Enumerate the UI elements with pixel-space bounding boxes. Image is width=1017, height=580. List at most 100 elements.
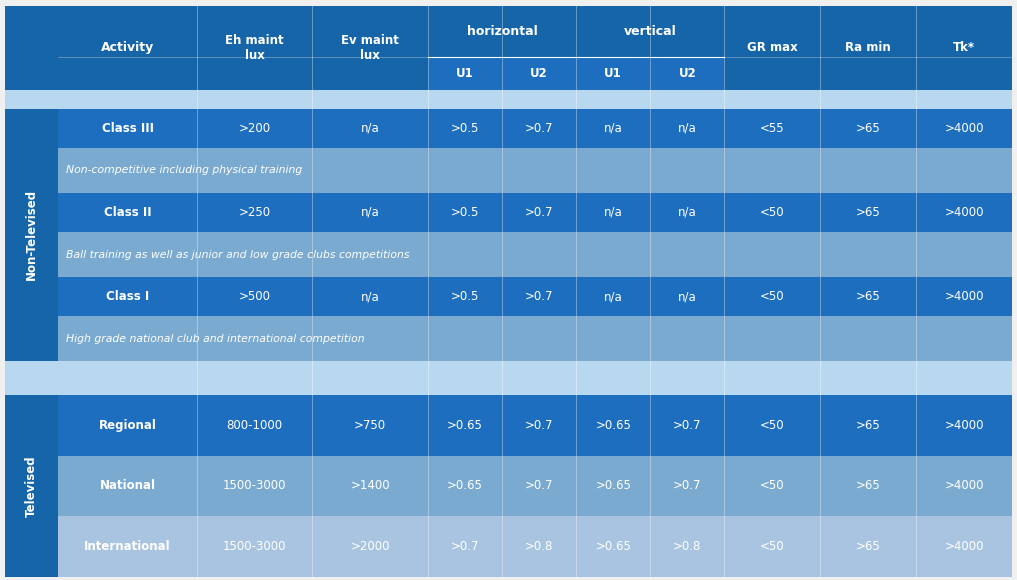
Bar <box>502 232 577 277</box>
Bar <box>821 232 916 277</box>
Text: Class I: Class I <box>106 290 149 303</box>
Bar <box>724 316 821 361</box>
Text: <50: <50 <box>760 290 785 303</box>
Text: <55: <55 <box>760 122 785 135</box>
Text: <50: <50 <box>760 480 785 492</box>
Bar <box>197 193 312 232</box>
Text: Ev maint
lux: Ev maint lux <box>341 34 399 62</box>
Bar <box>821 395 916 455</box>
Bar <box>58 395 197 455</box>
Text: n/a: n/a <box>604 206 622 219</box>
Bar <box>5 108 58 361</box>
Bar <box>821 108 916 148</box>
Bar <box>577 108 650 148</box>
Bar <box>577 232 650 277</box>
Text: >0.7: >0.7 <box>673 419 702 432</box>
Bar <box>58 148 197 193</box>
Text: Non-competitive including physical training: Non-competitive including physical train… <box>66 165 302 175</box>
Text: U1: U1 <box>456 67 474 80</box>
Bar <box>821 455 916 516</box>
Bar <box>577 316 650 361</box>
Bar <box>58 455 197 516</box>
Text: vertical: vertical <box>624 25 676 38</box>
Bar <box>5 378 1012 395</box>
Text: >0.65: >0.65 <box>446 480 483 492</box>
Bar <box>502 57 577 90</box>
Bar <box>312 316 428 361</box>
Text: >4000: >4000 <box>944 206 983 219</box>
Text: Eh maint
lux: Eh maint lux <box>226 34 284 62</box>
Text: Tk*: Tk* <box>953 41 975 55</box>
Bar <box>724 277 821 316</box>
Bar <box>577 193 650 232</box>
Text: <50: <50 <box>760 540 785 553</box>
Bar <box>312 148 428 193</box>
Text: >200: >200 <box>239 122 271 135</box>
Bar <box>197 148 312 193</box>
Bar <box>428 193 502 232</box>
Bar <box>197 395 312 455</box>
Bar <box>577 57 650 90</box>
Bar <box>312 516 428 577</box>
Bar <box>821 277 916 316</box>
Bar <box>724 455 821 516</box>
Text: >750: >750 <box>354 419 386 432</box>
Bar <box>312 232 428 277</box>
Text: <50: <50 <box>760 419 785 432</box>
Text: >0.8: >0.8 <box>673 540 702 553</box>
Bar <box>650 232 724 277</box>
Bar <box>650 148 724 193</box>
Bar <box>197 277 312 316</box>
Text: >4000: >4000 <box>944 540 983 553</box>
Text: Activity: Activity <box>101 41 155 55</box>
Bar <box>428 395 502 455</box>
Bar <box>916 277 1012 316</box>
Bar <box>428 148 502 193</box>
Bar <box>916 395 1012 455</box>
Text: Televised: Televised <box>25 455 38 517</box>
Bar <box>312 108 428 148</box>
Bar <box>650 193 724 232</box>
Text: >0.7: >0.7 <box>673 480 702 492</box>
Text: International: International <box>84 540 171 553</box>
Text: >65: >65 <box>856 540 881 553</box>
Bar <box>428 57 502 90</box>
Bar <box>821 516 916 577</box>
Bar <box>312 455 428 516</box>
Bar <box>502 108 577 148</box>
Bar <box>197 108 312 148</box>
Bar <box>916 516 1012 577</box>
Bar <box>821 148 916 193</box>
Text: Non-Televised: Non-Televised <box>25 189 38 281</box>
Bar <box>58 108 197 148</box>
Text: >0.65: >0.65 <box>595 480 632 492</box>
Bar <box>428 316 502 361</box>
Text: >65: >65 <box>856 122 881 135</box>
Bar <box>5 6 1012 57</box>
Bar <box>821 316 916 361</box>
Bar <box>916 232 1012 277</box>
Bar <box>312 193 428 232</box>
Text: Class III: Class III <box>102 122 154 135</box>
Text: >0.7: >0.7 <box>525 419 553 432</box>
Text: >65: >65 <box>856 290 881 303</box>
Bar <box>650 516 724 577</box>
Bar <box>58 193 197 232</box>
Bar <box>58 277 197 316</box>
Bar <box>502 455 577 516</box>
Text: U2: U2 <box>530 67 548 80</box>
Bar <box>724 395 821 455</box>
Text: n/a: n/a <box>678 122 697 135</box>
Text: >0.7: >0.7 <box>525 290 553 303</box>
Bar <box>724 516 821 577</box>
Text: >0.65: >0.65 <box>595 540 632 553</box>
Text: Regional: Regional <box>99 419 157 432</box>
Bar <box>916 455 1012 516</box>
Bar <box>502 193 577 232</box>
Text: >0.65: >0.65 <box>595 419 632 432</box>
Bar <box>58 516 197 577</box>
Bar <box>577 516 650 577</box>
Bar <box>916 193 1012 232</box>
Bar <box>577 148 650 193</box>
Text: n/a: n/a <box>361 290 379 303</box>
